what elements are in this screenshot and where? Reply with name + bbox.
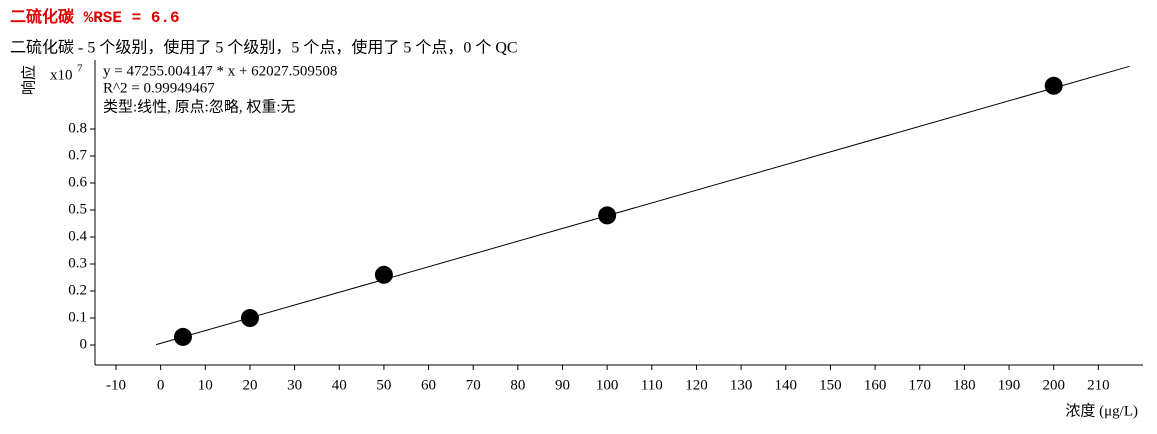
x-tick-label: 10 [198,377,213,393]
x-tick-label: 140 [775,377,798,393]
x-tick-label: 170 [908,377,931,393]
annotation: y = 47255.004147 * x + 62027.509508 [103,63,337,79]
data-point [240,309,259,328]
x-tick-label: 20 [242,377,257,393]
x-tick-label: 0 [157,377,165,393]
x-tick-label: -10 [106,377,126,393]
data-point [173,327,192,346]
x-tick-label: 90 [555,377,570,393]
y-tick-label: 0.3 [68,255,87,271]
x-tick-label: 150 [819,377,842,393]
x-tick-label: 70 [466,377,481,393]
y-axis-label: 响应 [19,65,37,95]
y-tick-label: 0.5 [68,201,87,217]
x-tick-label: 130 [730,377,753,393]
y-tick-label: 0 [80,336,88,352]
annotation: R^2 = 0.99949467 [103,80,215,96]
data-point [1044,76,1063,95]
y-tick-label: 0.4 [68,228,87,244]
y-multiplier-exponent: 7 [77,63,83,75]
x-axis-label: 浓度 (μg/L) [1065,402,1138,419]
y-tick-label: 0.2 [68,282,87,298]
x-tick-label: 80 [510,377,525,393]
x-tick-label: 50 [376,377,391,393]
fit-line [156,65,1130,346]
annotation: 类型:线性, 原点:忽略, 权重:无 [103,98,296,115]
x-tick-label: 100 [596,377,619,393]
x-tick-label: 40 [332,377,347,393]
chart-subtitle: 二硫化碳 - 5 个级别，使用了 5 个级别，5 个点，使用了 5 个点，0 个… [10,39,518,57]
x-tick-label: 210 [1087,377,1110,393]
x-tick-label: 30 [287,377,302,393]
x-tick-label: 190 [998,377,1021,393]
x-tick-label: 60 [421,377,436,393]
y-tick-label: 0.7 [68,147,87,163]
y-multiplier: x10 [50,67,73,83]
y-tick-label: 0.6 [68,174,87,190]
data-point [598,206,617,225]
x-tick-label: 120 [685,377,708,393]
x-tick-label: 180 [953,377,976,393]
x-tick-label: 110 [641,377,663,393]
chart-title: 二硫化碳 %RSE = 6.6 [10,7,180,27]
data-point [374,265,393,284]
x-tick-label: 160 [864,377,887,393]
y-tick-label: 0.1 [68,309,87,325]
x-tick-label: 200 [1042,377,1065,393]
y-tick-label: 0.8 [68,120,87,136]
